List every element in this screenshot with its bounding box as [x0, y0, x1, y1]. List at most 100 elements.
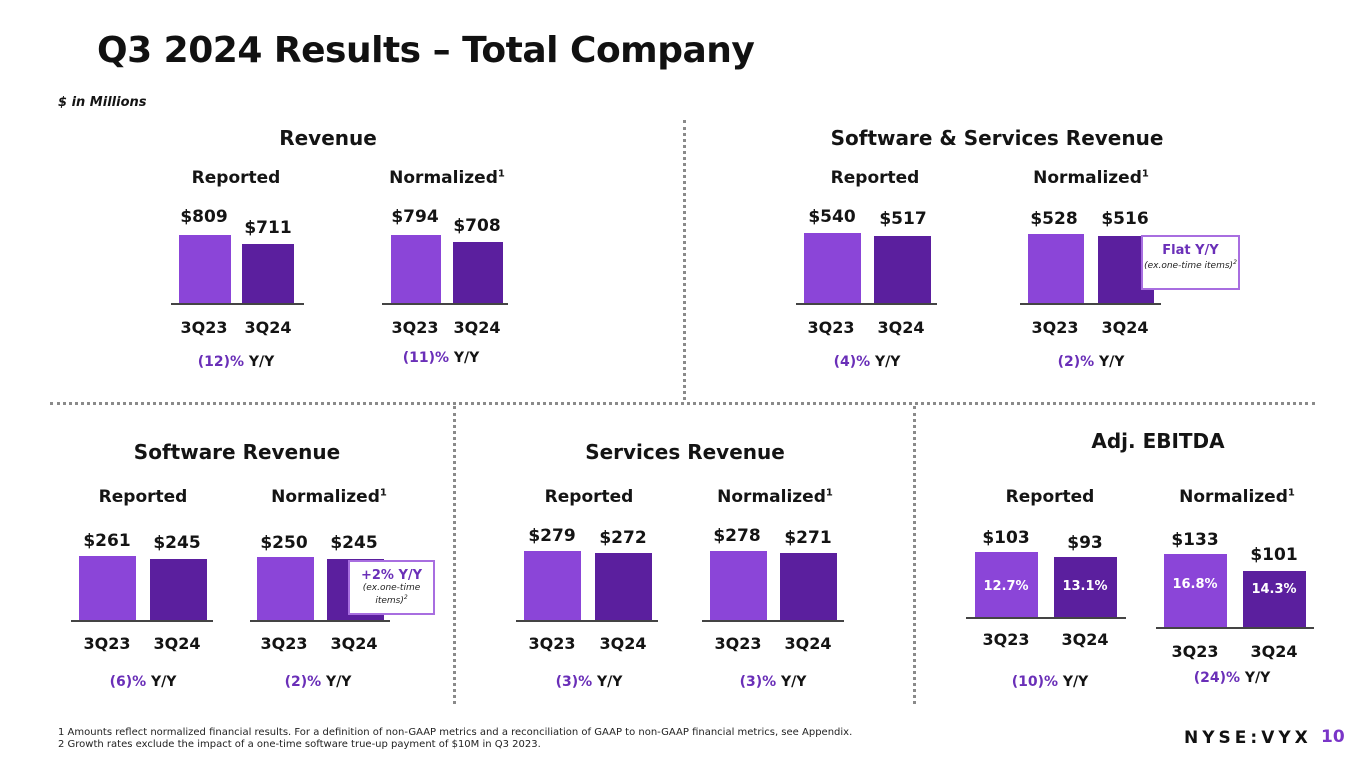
yoy-percent: (12)%	[197, 354, 245, 370]
yoy-change: (4)% Y/Y	[834, 354, 901, 370]
group-label: Normalized1	[1033, 168, 1149, 188]
footnote-marker: 1	[497, 168, 505, 180]
yoy-suffix: Y/Y	[1244, 670, 1271, 686]
bar-value-label: $93	[1067, 533, 1103, 553]
bar-3q24	[1054, 557, 1117, 617]
chart-baseline	[516, 620, 658, 622]
chart-baseline	[171, 303, 304, 305]
callout-footnote: 2	[403, 594, 408, 601]
yoy-percent: (2)%	[284, 674, 322, 690]
bar-value-label: $250	[260, 533, 308, 553]
bar-value-label: $711	[244, 218, 292, 238]
bar-3q23	[79, 556, 136, 620]
yoy-percent: (2)%	[1057, 354, 1095, 370]
x-tick-label: 3Q24	[784, 634, 832, 653]
footnote-marker: 1	[825, 487, 833, 499]
yoy-percent: (3)%	[555, 674, 593, 690]
callout-flat-yoy: Flat Y/Y (ex.one-time items)2	[1141, 235, 1240, 290]
bar-value-label: $708	[453, 216, 501, 236]
bar-3q23	[1164, 554, 1227, 627]
group-label-text: Normalized	[717, 487, 826, 507]
bar-3q23	[1028, 234, 1084, 303]
yoy-change: (3)% Y/Y	[556, 674, 623, 690]
x-tick-label: 3Q23	[1031, 318, 1079, 337]
x-tick-label: 3Q23	[1171, 642, 1219, 661]
bar-value-label: $272	[599, 528, 647, 548]
bar-3q24	[150, 559, 207, 620]
yoy-percent: (3)%	[739, 674, 777, 690]
divider-vertical-bottom-2	[913, 406, 916, 704]
callout-sub-text: (ex.one-time items)	[1144, 261, 1234, 271]
section-title-ebitda: Adj. EBITDA	[1091, 429, 1225, 453]
group-label: Normalized1	[389, 168, 505, 188]
footnotes: 1 Amounts reflect normalized financial r…	[58, 727, 852, 751]
x-tick-label: 3Q24	[153, 634, 201, 653]
group-label: Reported	[830, 168, 920, 188]
section-title-software: Software Revenue	[133, 440, 341, 464]
x-tick-label: 3Q23	[180, 318, 228, 337]
page-title: Q3 2024 Results – Total Company	[97, 30, 755, 71]
footnote-marker: 1	[379, 487, 387, 499]
footnote-marker: 1	[1287, 487, 1295, 499]
yoy-percent: (4)%	[833, 354, 871, 370]
divider-vertical-bottom-1	[453, 406, 456, 704]
divider-vertical-top	[683, 120, 686, 400]
yoy-change: (2)% Y/Y	[1058, 354, 1125, 370]
margin-label: 14.3%	[1251, 582, 1297, 597]
group-label: Reported	[98, 487, 188, 507]
yoy-percent: (10)%	[1011, 674, 1059, 690]
x-tick-label: 3Q24	[1101, 318, 1149, 337]
yoy-change: (24)% Y/Y	[1194, 670, 1271, 686]
yoy-suffix: Y/Y	[326, 674, 352, 690]
callout-footnote: 2	[1233, 259, 1237, 266]
group-label-text: Normalized	[1179, 487, 1288, 507]
yoy-percent: (6)%	[109, 674, 147, 690]
group-label: Normalized1	[717, 487, 833, 507]
yoy-change: (6)% Y/Y	[110, 674, 177, 690]
bar-3q24	[595, 553, 652, 620]
callout-main: +2% Y/Y	[360, 568, 423, 583]
chart-baseline	[1156, 627, 1314, 629]
x-tick-label: 3Q24	[1061, 630, 1109, 649]
section-title-services: Services Revenue	[585, 440, 785, 464]
chart-baseline	[71, 620, 213, 622]
x-tick-label: 3Q24	[244, 318, 292, 337]
yoy-change: (12)% Y/Y	[198, 354, 275, 370]
x-tick-label: 3Q24	[330, 634, 378, 653]
chart-baseline	[966, 617, 1126, 619]
bar-value-label: $794	[391, 207, 439, 227]
yoy-percent: (24)%	[1193, 670, 1241, 686]
callout-sub-text: (ex.one-time items)	[362, 583, 421, 606]
bar-value-label: $271	[784, 528, 832, 548]
margin-label: 12.7%	[983, 579, 1029, 594]
yoy-change: (11)% Y/Y	[403, 350, 480, 366]
bar-3q24	[453, 242, 503, 303]
callout-sub: (ex.one-time items)2	[1143, 258, 1238, 271]
bar-value-label: $101	[1250, 545, 1298, 565]
section-title-sw-services: Software & Services Revenue	[830, 126, 1164, 150]
ticker-logo: NYSE:VYX	[1184, 728, 1312, 748]
bar-value-label: $528	[1030, 209, 1078, 229]
units-note: $ in Millions	[58, 95, 147, 110]
x-tick-label: 3Q23	[982, 630, 1030, 649]
page-number: 10	[1321, 727, 1345, 747]
group-label: Reported	[191, 168, 281, 188]
footnote-1: 1 Amounts reflect normalized financial r…	[58, 727, 853, 738]
x-tick-label: 3Q23	[260, 634, 308, 653]
chart-baseline	[702, 620, 844, 622]
bar-3q24	[874, 236, 931, 303]
bar-3q23	[804, 233, 861, 303]
yoy-suffix: Y/Y	[248, 354, 275, 370]
group-label-text: Normalized	[389, 168, 498, 188]
section-title-revenue: Revenue	[279, 126, 377, 150]
bar-3q23	[257, 557, 314, 620]
bar-value-label: $809	[180, 207, 228, 227]
group-label-text: Normalized	[1033, 168, 1142, 188]
bar-value-label: $517	[879, 209, 927, 229]
yoy-change: (2)% Y/Y	[285, 674, 352, 690]
x-tick-label: 3Q24	[453, 318, 501, 337]
bar-value-label: $261	[83, 531, 131, 551]
yoy-suffix: Y/Y	[597, 674, 623, 690]
divider-horizontal	[50, 402, 1315, 405]
footnote-2: 2 Growth rates exclude the impact of a o…	[58, 739, 541, 750]
